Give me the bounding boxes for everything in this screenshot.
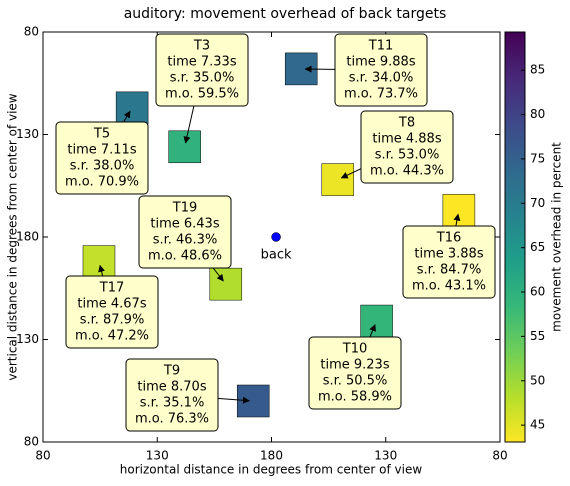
annotation-text: s.r. 38.0% (70, 159, 135, 174)
annotation-text: T5 (93, 127, 110, 142)
annotation-box (65, 275, 159, 349)
x-tick-label: 130 (374, 449, 397, 463)
annotation-box (308, 336, 402, 410)
annotation-text: s.r. 34.0% (349, 71, 414, 86)
y-axis-label: vertical distance in degrees from center… (6, 93, 20, 380)
annotation-box (334, 33, 428, 107)
annotation-text: T11 (368, 39, 393, 54)
reference-point (271, 232, 281, 242)
target-square (209, 267, 243, 301)
annotation-text: time 9.88s (346, 55, 415, 70)
annotation-text: time 4.88s (372, 132, 441, 147)
annotation-text: m.o. 44.3% (370, 164, 444, 179)
annotation-text: T9 (163, 364, 180, 379)
annotation-text: s.r. 87.9% (80, 313, 145, 328)
annotation-text: time 7.33s (167, 55, 236, 70)
colorbar-tick-label: 60 (530, 285, 545, 299)
colorbar (504, 31, 526, 443)
annotation-text: time 9.23s (320, 358, 389, 373)
y-tick-label: 80 (24, 25, 39, 39)
colorbar-tick-label: 75 (530, 151, 545, 165)
annotation-box (138, 195, 232, 269)
target-square (321, 163, 355, 196)
colorbar-label: movement overhead in percent (550, 142, 564, 332)
target-square (82, 245, 116, 278)
annotation-text: time 8.70s (137, 380, 206, 395)
annotation-text: m.o. 48.6% (148, 249, 222, 264)
annotation-text: time 7.11s (67, 143, 136, 158)
target-square (115, 91, 149, 125)
x-tick-label: 130 (146, 449, 169, 463)
annotation-text: s.r. 35.1% (140, 396, 205, 411)
annotation-text: s.r. 53.0% (375, 148, 440, 163)
colorbar-tick-label: 55 (530, 329, 545, 343)
colorbar-tick-label: 80 (530, 107, 545, 121)
annotation-text: s.r. 46.3% (153, 233, 218, 248)
annotation-text: s.r. 35.0% (170, 71, 235, 86)
x-tick-label: 180 (260, 449, 283, 463)
y-tick-label: 80 (24, 435, 39, 449)
annotation-text: time 4.67s (77, 297, 146, 312)
annotation-text: m.o. 59.5% (165, 87, 239, 102)
x-axis-label: horizontal distance in degrees from cent… (120, 463, 423, 477)
annotation-text: m.o. 43.1% (412, 279, 486, 294)
annotation-box (125, 358, 219, 432)
annotation-text: time 3.88s (414, 247, 483, 262)
annotation-text: m.o. 47.2% (75, 329, 149, 344)
annotation-text: T19 (172, 201, 197, 216)
annotation-text: m.o. 58.9% (318, 390, 392, 405)
target-square (360, 304, 393, 338)
annotation-text: m.o. 76.3% (135, 412, 209, 427)
target-square (236, 384, 270, 418)
colorbar-tick-label: 45 (530, 418, 545, 432)
annotation-box (155, 33, 249, 107)
annotation-text: T16 (436, 231, 461, 246)
y-tick-label: 180 (16, 230, 39, 244)
y-tick-label: 130 (16, 127, 39, 141)
target-square (442, 194, 476, 227)
colorbar-tick-label: 50 (530, 373, 545, 387)
annotation-text: T8 (398, 116, 415, 131)
annotation-text: s.r. 84.7% (417, 263, 482, 278)
annotation-text: T3 (193, 39, 210, 54)
reference-label: back (261, 248, 292, 263)
target-square (168, 130, 201, 164)
annotation-text: T10 (342, 342, 367, 357)
chart-title: auditory: movement overhead of back targ… (124, 6, 447, 22)
annotation-box (360, 110, 454, 184)
annotation-box (55, 121, 149, 195)
annotation-text: s.r. 50.5% (323, 374, 388, 389)
x-tick-label: 80 (492, 449, 507, 463)
annotation-text: time 6.43s (150, 217, 219, 232)
x-tick-label: 80 (35, 449, 50, 463)
colorbar-tick-label: 65 (530, 240, 545, 254)
colorbar-tick-label: 70 (530, 196, 545, 210)
annotation-text: T17 (99, 281, 124, 296)
annotation-text: m.o. 73.7% (344, 87, 418, 102)
annotation-text: m.o. 70.9% (65, 175, 139, 190)
y-tick-label: 130 (16, 332, 39, 346)
colorbar-tick-label: 85 (530, 63, 545, 77)
annotation-box (402, 225, 496, 299)
